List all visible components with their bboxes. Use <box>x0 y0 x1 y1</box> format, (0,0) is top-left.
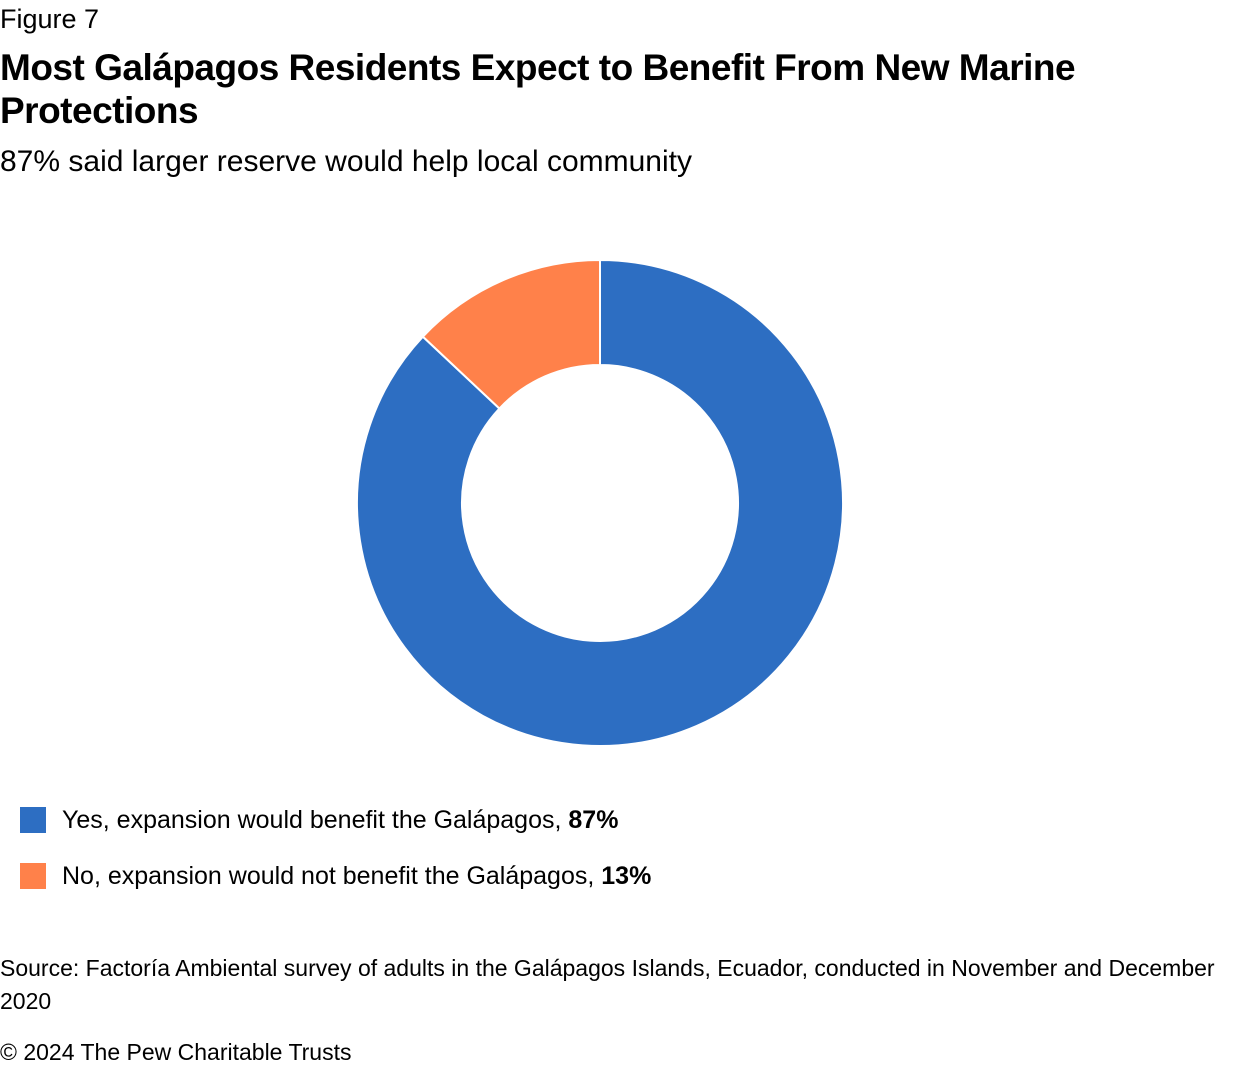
source-note: Source: Factoría Ambiental survey of adu… <box>0 955 1215 1014</box>
legend-value-yes: 87% <box>568 805 619 834</box>
donut-slice-yes <box>356 258 844 747</box>
legend-label-no: No, expansion would not benefit the Galá… <box>62 862 651 891</box>
copyright-note: © 2024 The Pew Charitable Trusts <box>0 1039 352 1065</box>
chart-legend: Yes, expansion would benefit the Galápag… <box>20 800 651 912</box>
donut-chart-container <box>0 230 1240 780</box>
legend-label-yes: Yes, expansion would benefit the Galápag… <box>62 806 618 835</box>
chart-subtitle: 87% said larger reserve would help local… <box>0 145 692 178</box>
legend-value-no: 13% <box>601 861 652 890</box>
figure-label: Figure 7 <box>0 4 100 34</box>
legend-item-no: No, expansion would not benefit the Galá… <box>20 856 651 896</box>
legend-text-no: No, expansion would not benefit the Galá… <box>62 861 595 890</box>
donut-chart <box>356 258 844 747</box>
legend-text-yes: Yes, expansion would benefit the Galápag… <box>62 805 562 834</box>
chart-title: Most Galápagos Residents Expect to Benef… <box>0 47 1076 131</box>
legend-item-yes: Yes, expansion would benefit the Galápag… <box>20 800 651 840</box>
legend-swatch-yes <box>20 807 46 833</box>
donut-slice-no <box>421 258 601 410</box>
legend-swatch-no <box>20 863 46 889</box>
